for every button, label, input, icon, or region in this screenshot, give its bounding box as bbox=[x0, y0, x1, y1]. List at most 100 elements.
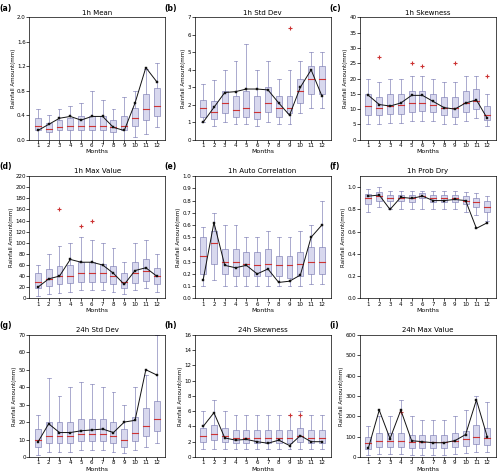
X-axis label: Months: Months bbox=[86, 308, 109, 313]
Bar bbox=[265, 249, 271, 276]
Bar bbox=[462, 430, 468, 446]
Y-axis label: Rainfall Amount(mm): Rainfall Amount(mm) bbox=[340, 366, 344, 426]
Text: (d): (d) bbox=[0, 162, 12, 171]
Bar bbox=[89, 262, 95, 282]
Bar bbox=[200, 237, 206, 274]
Bar bbox=[211, 425, 217, 440]
Bar bbox=[254, 252, 260, 276]
Bar bbox=[276, 256, 281, 276]
Bar bbox=[89, 117, 95, 130]
Bar bbox=[430, 94, 436, 112]
Bar bbox=[484, 428, 490, 445]
Bar bbox=[132, 108, 138, 126]
Title: 1h Std Dev: 1h Std Dev bbox=[243, 10, 282, 16]
Bar bbox=[100, 117, 105, 130]
Bar bbox=[398, 94, 404, 114]
Bar bbox=[232, 249, 238, 276]
Bar bbox=[143, 408, 149, 436]
Bar bbox=[222, 91, 228, 113]
Bar bbox=[78, 117, 84, 130]
Bar bbox=[46, 422, 52, 443]
Bar bbox=[222, 249, 228, 274]
Bar bbox=[56, 120, 62, 130]
Bar bbox=[474, 426, 480, 444]
Bar bbox=[452, 97, 458, 117]
Bar bbox=[430, 435, 436, 448]
Bar bbox=[68, 118, 73, 130]
Bar bbox=[441, 195, 447, 202]
X-axis label: Months: Months bbox=[251, 308, 274, 313]
Bar bbox=[308, 66, 314, 94]
Bar bbox=[46, 122, 52, 132]
Bar bbox=[68, 422, 73, 443]
Bar bbox=[56, 422, 62, 443]
Bar bbox=[452, 433, 458, 447]
Bar bbox=[254, 430, 260, 443]
X-axis label: Months: Months bbox=[416, 149, 440, 155]
Title: 1h Max Value: 1h Max Value bbox=[74, 169, 121, 174]
Bar bbox=[154, 268, 160, 285]
Bar bbox=[143, 94, 149, 120]
Bar bbox=[254, 96, 260, 119]
Bar bbox=[35, 273, 41, 288]
Bar bbox=[143, 259, 149, 280]
Bar bbox=[276, 96, 281, 117]
Title: 1h Skewness: 1h Skewness bbox=[405, 10, 450, 16]
Text: (a): (a) bbox=[0, 4, 12, 12]
Bar bbox=[286, 96, 292, 113]
Title: 1h Mean: 1h Mean bbox=[82, 10, 112, 16]
Bar bbox=[420, 91, 426, 110]
Bar bbox=[35, 118, 41, 130]
Bar bbox=[420, 435, 426, 448]
Bar bbox=[100, 418, 105, 441]
Text: (h): (h) bbox=[164, 321, 177, 330]
Bar bbox=[441, 435, 447, 448]
Bar bbox=[376, 192, 382, 200]
Y-axis label: Rainfall Amount(mm): Rainfall Amount(mm) bbox=[12, 366, 18, 426]
Bar bbox=[308, 247, 314, 274]
Bar bbox=[408, 435, 414, 448]
Bar bbox=[408, 195, 414, 202]
Bar bbox=[366, 94, 372, 115]
Text: (e): (e) bbox=[164, 162, 177, 171]
Bar bbox=[132, 262, 138, 283]
Bar bbox=[474, 89, 480, 109]
Bar bbox=[387, 433, 393, 447]
Bar bbox=[286, 256, 292, 278]
Y-axis label: Rainfall Amount(mm): Rainfall Amount(mm) bbox=[343, 49, 348, 108]
Bar bbox=[200, 428, 206, 442]
Bar bbox=[398, 195, 404, 200]
Bar bbox=[100, 264, 105, 282]
Y-axis label: Rainfall Amount(mm): Rainfall Amount(mm) bbox=[181, 49, 186, 108]
Text: (c): (c) bbox=[330, 4, 342, 12]
Bar bbox=[222, 428, 228, 442]
Title: 1h Prob Dry: 1h Prob Dry bbox=[408, 169, 449, 174]
Bar bbox=[366, 194, 372, 204]
Bar bbox=[484, 200, 490, 212]
Text: (i): (i) bbox=[330, 321, 340, 330]
Bar bbox=[462, 196, 468, 204]
Bar bbox=[420, 193, 426, 198]
Bar bbox=[286, 430, 292, 443]
X-axis label: Months: Months bbox=[251, 149, 274, 155]
Bar bbox=[462, 91, 468, 112]
Bar bbox=[211, 101, 217, 119]
Bar bbox=[46, 269, 52, 286]
Bar bbox=[110, 422, 116, 443]
Bar bbox=[122, 429, 127, 446]
Bar bbox=[265, 430, 271, 443]
Bar bbox=[298, 79, 304, 103]
Bar bbox=[244, 430, 250, 443]
Bar bbox=[244, 252, 250, 276]
Y-axis label: Rainfall Amount(mm): Rainfall Amount(mm) bbox=[178, 366, 182, 426]
Bar bbox=[122, 273, 127, 288]
Bar bbox=[441, 97, 447, 115]
X-axis label: Months: Months bbox=[86, 467, 109, 472]
X-axis label: Months: Months bbox=[251, 467, 274, 472]
Y-axis label: Rainfall Amount(mm): Rainfall Amount(mm) bbox=[176, 208, 181, 267]
Bar bbox=[78, 418, 84, 441]
Bar bbox=[319, 430, 325, 443]
Bar bbox=[89, 418, 95, 441]
Bar bbox=[122, 117, 127, 130]
Bar bbox=[244, 91, 250, 117]
